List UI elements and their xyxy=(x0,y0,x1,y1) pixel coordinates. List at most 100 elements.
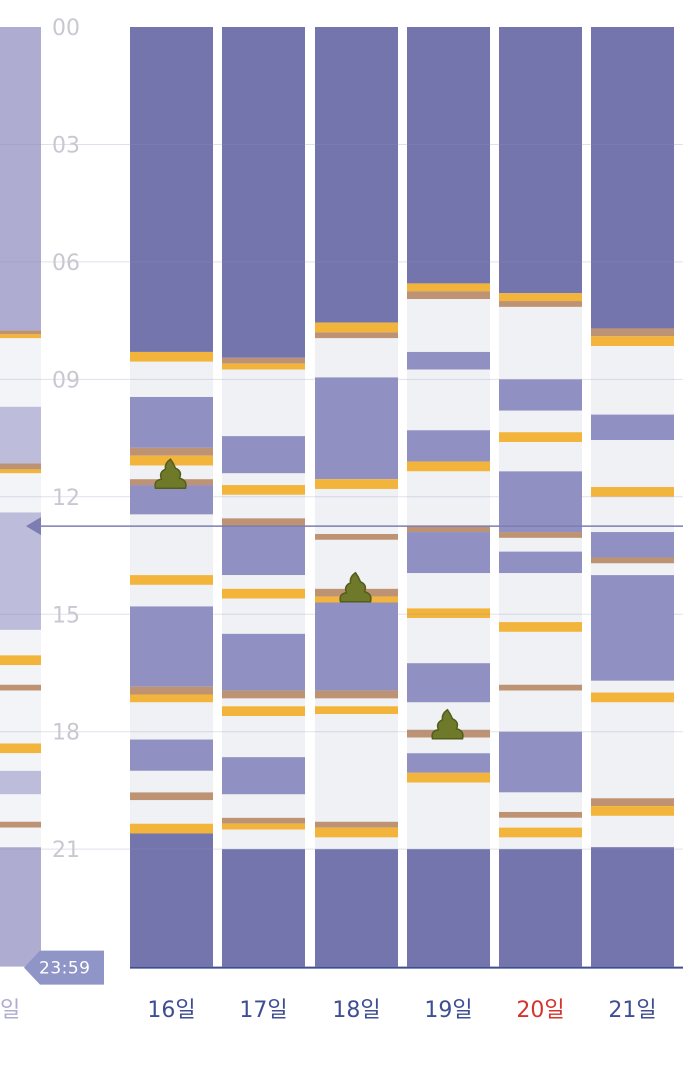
segment-awake xyxy=(591,680,674,693)
segment-feed xyxy=(130,694,213,703)
segment-diaper xyxy=(591,328,674,337)
segment-feed xyxy=(407,772,490,783)
poop-shape xyxy=(154,458,187,489)
segment-awake xyxy=(222,473,305,486)
previous-day-column xyxy=(0,27,41,967)
segment-feed xyxy=(591,806,674,816)
segment-diaper xyxy=(222,817,305,824)
segment-feed xyxy=(407,283,490,292)
segment-awake xyxy=(499,410,582,433)
prev-day-segment-diaper xyxy=(0,821,41,828)
segment-awake xyxy=(315,837,398,850)
prev-day-segment-prev-deep xyxy=(0,27,41,331)
time-badge: 23:59 xyxy=(24,950,104,985)
segment-deep-sleep xyxy=(315,849,398,967)
segment-feed xyxy=(315,479,398,489)
segment-deep-sleep xyxy=(222,849,305,967)
day-label: 19일 xyxy=(424,998,472,1023)
day-column-6 xyxy=(591,27,674,967)
prev-day-segment-prev-light xyxy=(0,770,41,795)
segment-awake xyxy=(222,575,305,589)
hour-tick-label: 12 xyxy=(52,486,80,511)
segment-feed xyxy=(499,293,582,302)
prev-day-segment-prev-awake xyxy=(0,827,41,848)
segment-diaper xyxy=(222,518,305,527)
segment-awake xyxy=(222,369,305,437)
segment-awake xyxy=(407,573,490,609)
segment-light-sleep xyxy=(222,436,305,474)
poop-icon xyxy=(154,458,187,489)
segment-awake xyxy=(499,837,582,850)
segment-awake xyxy=(499,690,582,732)
poop-icon xyxy=(431,708,464,740)
segment-diaper xyxy=(499,684,582,691)
segment-light-sleep xyxy=(407,532,490,574)
day-label: 20일 xyxy=(516,998,564,1023)
hour-tick-label: 18 xyxy=(52,721,80,746)
segment-awake xyxy=(407,369,490,431)
segment-light-sleep xyxy=(407,430,490,462)
segment-awake xyxy=(407,737,490,754)
hour-tick-label: 21 xyxy=(52,838,80,863)
prev-day-segment-prev-awake xyxy=(0,794,41,822)
segment-feed xyxy=(591,336,674,347)
segment-light-sleep xyxy=(591,575,674,681)
day-column-1 xyxy=(130,27,213,967)
segment-diaper xyxy=(499,301,582,307)
segment-feed xyxy=(130,823,213,834)
segment-diaper xyxy=(222,357,305,364)
segment-deep-sleep xyxy=(499,27,582,294)
day-label: 16일 xyxy=(147,998,195,1023)
segment-feed xyxy=(315,827,398,838)
day-label: 18일 xyxy=(332,998,380,1023)
segment-awake xyxy=(499,306,582,380)
segment-awake xyxy=(591,440,674,488)
prev-day-segment-prev-deep xyxy=(0,847,41,967)
segment-light-sleep xyxy=(591,414,674,441)
time-badge-text: 23:59 xyxy=(39,959,91,979)
prev-day-segment-prev-awake xyxy=(0,665,41,685)
segment-feed xyxy=(407,608,490,619)
segment-light-sleep xyxy=(130,739,213,771)
segment-awake xyxy=(499,537,582,552)
prev-day-segment-prev-awake xyxy=(0,753,41,771)
segment-diaper xyxy=(499,811,582,818)
prev-day-segment-prev-awake xyxy=(0,338,41,407)
segment-feed xyxy=(499,827,582,838)
segment-awake xyxy=(222,794,305,818)
hour-gridlines xyxy=(0,143,683,850)
segment-diaper xyxy=(407,526,490,533)
poop-shape xyxy=(431,708,464,740)
prev-day-segment-feed xyxy=(0,469,41,474)
time-badge-shape xyxy=(24,950,104,985)
day-labels: 일 16일 17일 18일 19일 20일 21일 xyxy=(0,998,657,1023)
segment-feed xyxy=(130,351,213,362)
segment-awake xyxy=(130,702,213,740)
segment-awake xyxy=(130,514,213,576)
prev-day-segment-diaper xyxy=(0,330,41,335)
poop-shape xyxy=(339,571,372,603)
segment-awake xyxy=(591,815,674,848)
day-column-5 xyxy=(499,27,582,967)
segment-awake xyxy=(499,792,582,812)
segment-deep-sleep xyxy=(315,27,398,323)
segment-awake xyxy=(222,598,305,634)
segment-feed xyxy=(315,706,398,715)
segment-diaper xyxy=(591,557,674,564)
segment-light-sleep xyxy=(407,663,490,703)
segment-awake xyxy=(315,698,398,707)
segment-awake xyxy=(499,817,582,828)
prev-day-segment-feed xyxy=(0,334,41,339)
segment-light-sleep xyxy=(222,633,305,691)
day-column-4 xyxy=(407,27,490,967)
segment-light-sleep xyxy=(130,606,213,687)
segment-feed xyxy=(130,575,213,585)
segment-diaper xyxy=(499,532,582,538)
segment-diaper xyxy=(315,821,398,828)
prev-day-segment-prev-light xyxy=(0,512,41,630)
segment-awake xyxy=(591,702,674,799)
segment-deep-sleep xyxy=(499,849,582,967)
segment-awake xyxy=(222,494,305,519)
segment-deep-sleep xyxy=(130,27,213,352)
segment-awake xyxy=(130,361,213,397)
